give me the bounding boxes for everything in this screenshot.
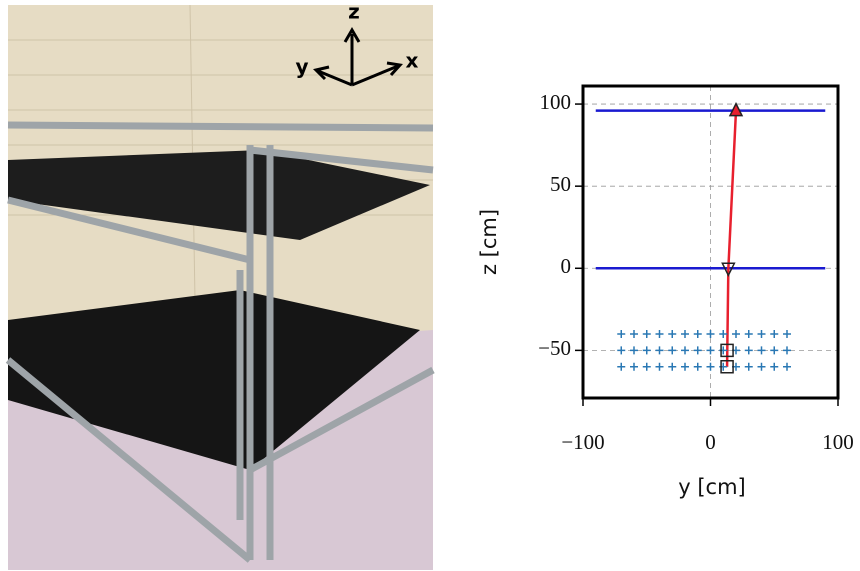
plus-marker — [719, 330, 727, 338]
plus-marker — [783, 346, 791, 354]
plus-marker — [745, 346, 753, 354]
y-axis-label: z [cm] — [477, 209, 501, 275]
photo-axis-label: z — [348, 0, 360, 24]
plus-marker — [630, 346, 638, 354]
plus-marker — [656, 346, 664, 354]
track-line — [727, 111, 736, 367]
plus-marker — [783, 363, 791, 371]
x-axis-label: y [cm] — [678, 475, 746, 499]
x-tick-label: −100 — [561, 430, 604, 454]
plus-marker — [758, 330, 766, 338]
plus-marker — [707, 363, 715, 371]
plus-marker — [643, 363, 651, 371]
plus-marker — [681, 346, 689, 354]
plus-marker — [694, 346, 702, 354]
figure: z y x y [cm] z [cm] −100 0 100 −50 0 50 100 — [0, 0, 860, 571]
plus-marker — [732, 330, 740, 338]
plus-marker — [758, 346, 766, 354]
x-tick-label: 0 — [705, 430, 716, 454]
y-tick-label: −50 — [538, 336, 571, 360]
plus-marker — [630, 363, 638, 371]
plus-marker — [745, 363, 753, 371]
plus-marker — [770, 330, 778, 338]
plus-marker — [770, 363, 778, 371]
plus-marker — [643, 346, 651, 354]
plus-marker — [681, 363, 689, 371]
plus-marker — [758, 363, 766, 371]
plus-marker — [681, 330, 689, 338]
photo-axis-label: x — [406, 49, 419, 73]
plus-marker — [707, 346, 715, 354]
y-tick-label: 0 — [561, 254, 572, 278]
photo: z y x — [8, 0, 433, 570]
plus-marker — [783, 330, 791, 338]
x-tick-label: 100 — [822, 430, 854, 454]
plus-marker — [617, 330, 625, 338]
plus-marker — [617, 363, 625, 371]
plus-marker — [656, 363, 664, 371]
plus-marker — [617, 346, 625, 354]
plus-marker — [656, 330, 664, 338]
y-tick-label: 50 — [550, 172, 571, 196]
plus-marker — [694, 330, 702, 338]
y-tick-label: 100 — [540, 90, 572, 114]
plus-marker — [630, 330, 638, 338]
photo-axis-label: y — [295, 55, 308, 79]
plus-marker — [770, 346, 778, 354]
plus-marker — [668, 363, 676, 371]
plus-marker — [668, 346, 676, 354]
plus-marker — [745, 330, 753, 338]
plus-marker — [643, 330, 651, 338]
plus-marker — [668, 330, 676, 338]
plus-marker — [707, 330, 715, 338]
plus-marker — [694, 363, 702, 371]
